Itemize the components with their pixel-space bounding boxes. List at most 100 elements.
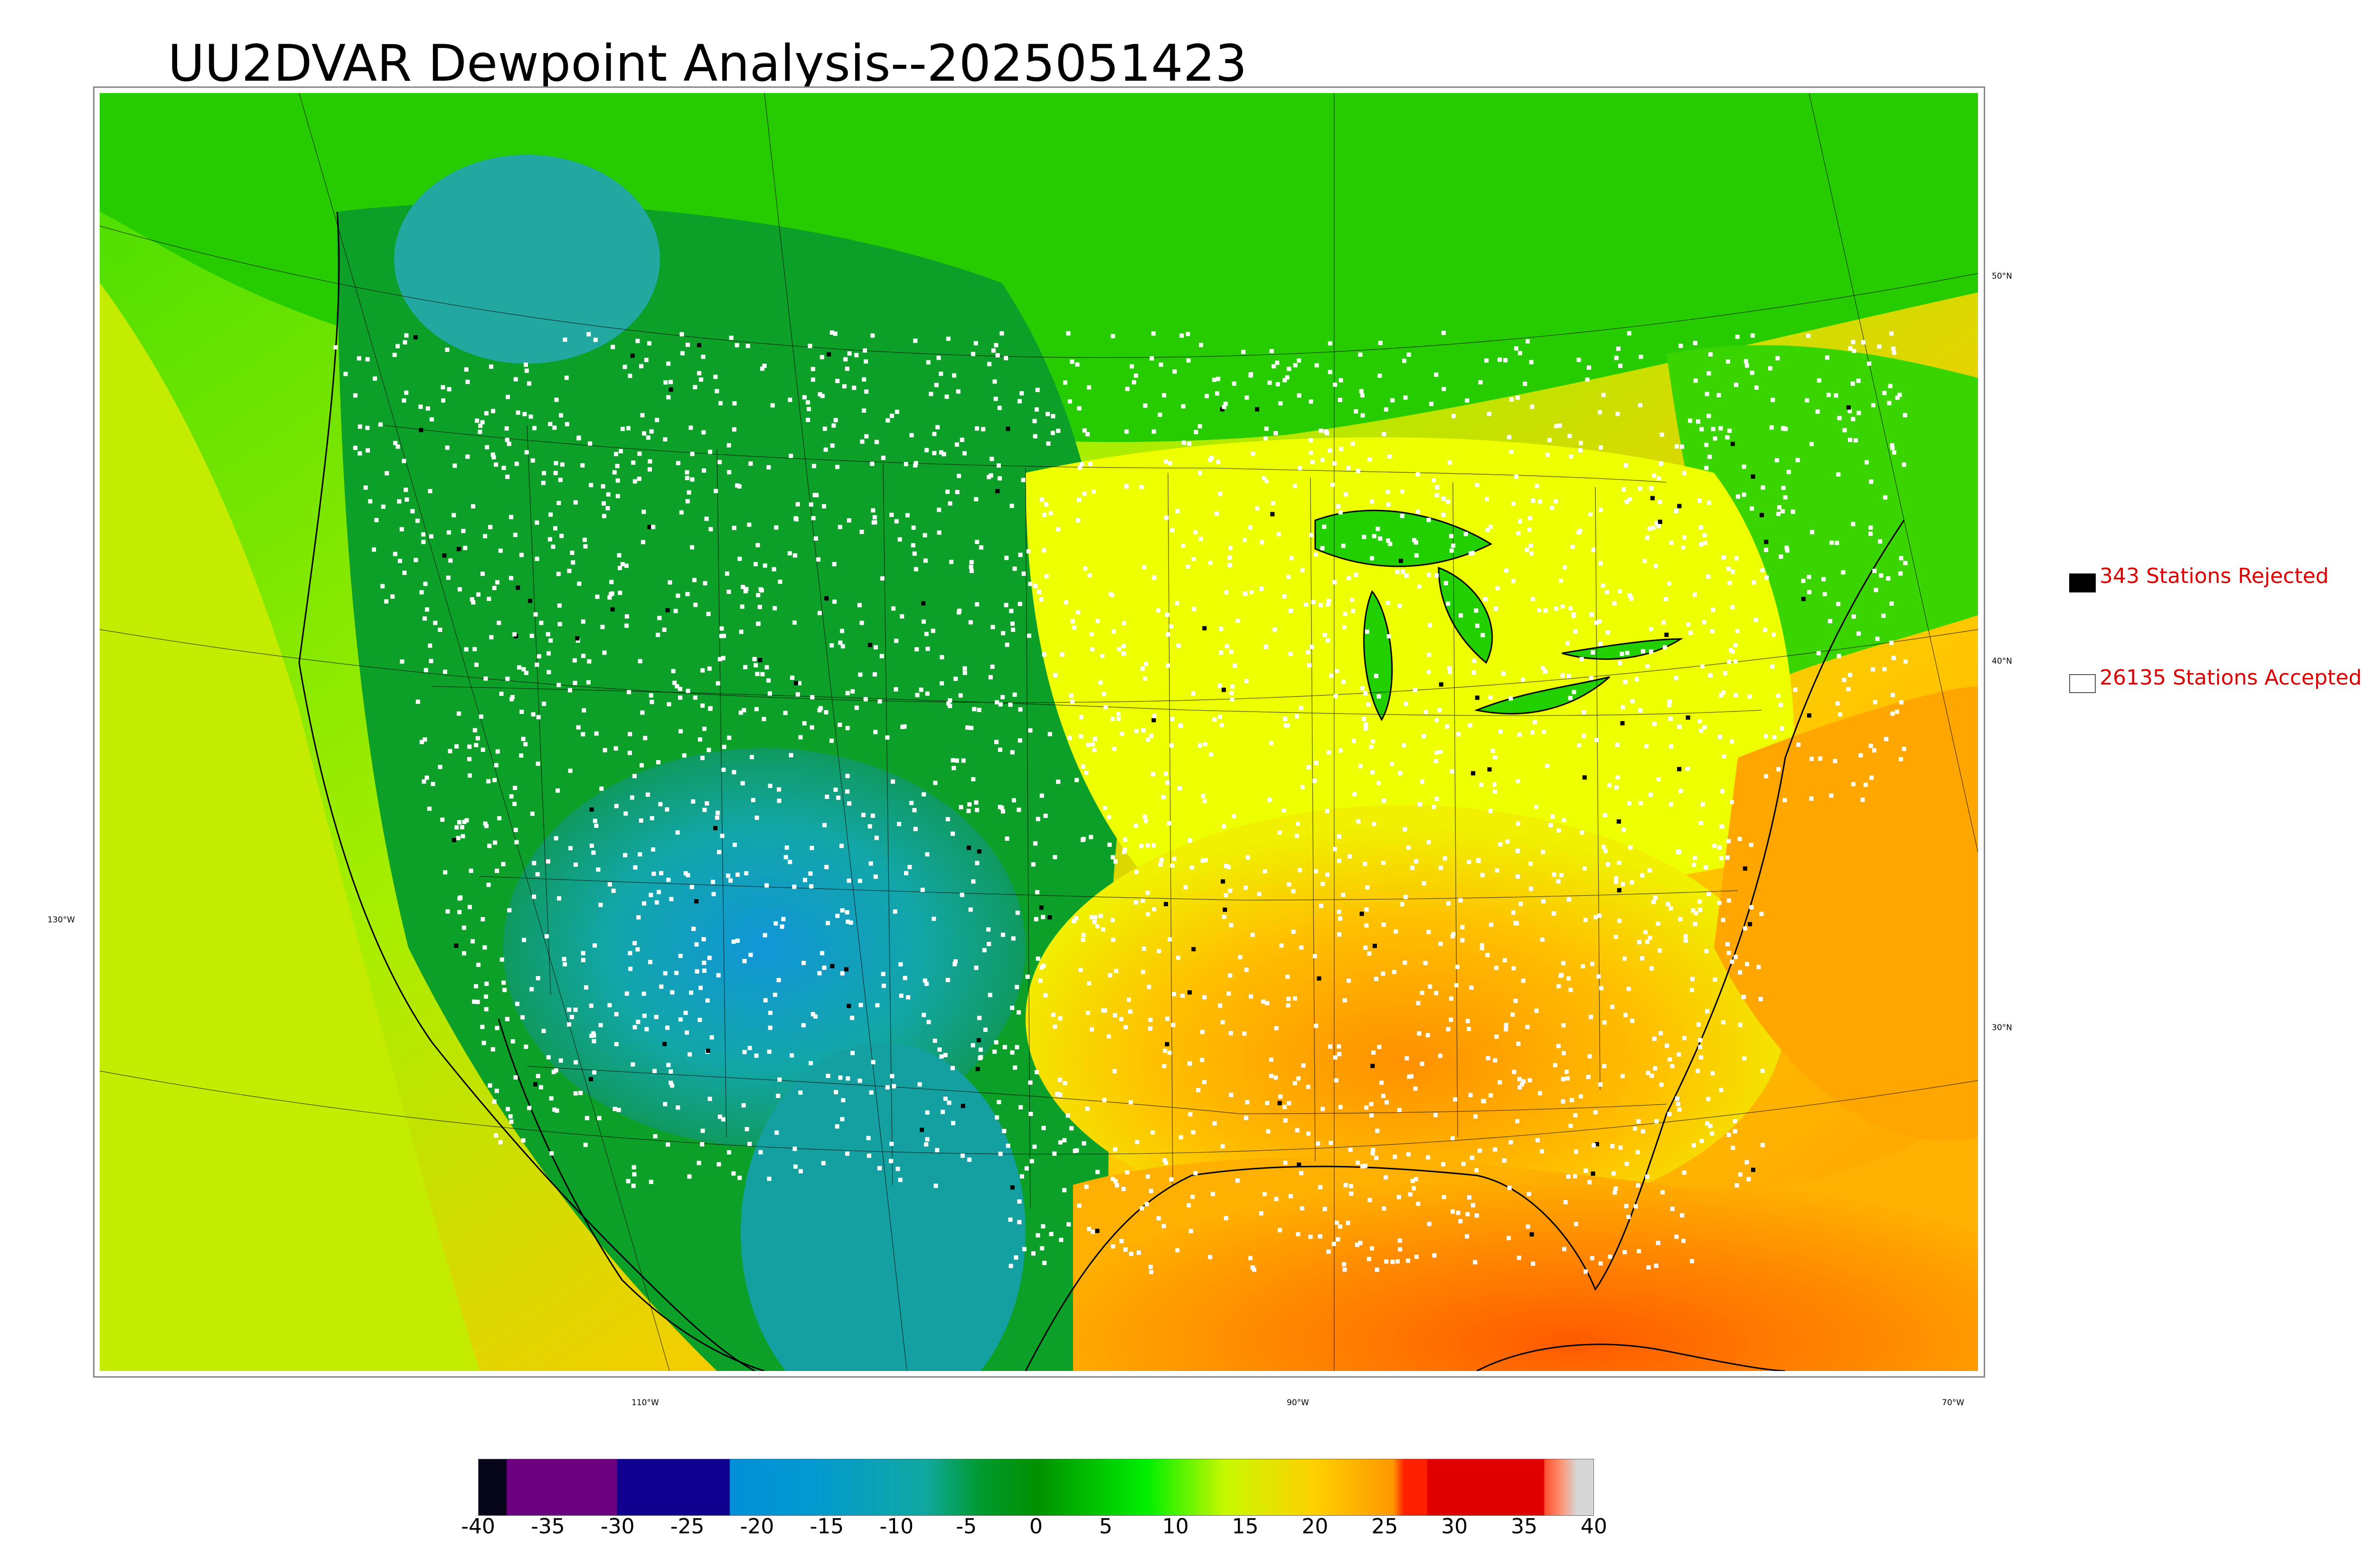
accepted-station-marker xyxy=(1343,611,1347,616)
accepted-station-marker xyxy=(1780,509,1785,514)
accepted-station-marker xyxy=(1079,734,1083,739)
accepted-station-marker xyxy=(1342,625,1347,629)
accepted-station-marker xyxy=(1759,911,1764,916)
accepted-station-marker xyxy=(1642,559,1647,563)
dewpoint-map[interactable] xyxy=(100,93,1978,1371)
accepted-station-marker xyxy=(1719,1088,1724,1092)
accepted-station-marker xyxy=(1582,866,1587,871)
accepted-station-marker xyxy=(535,662,539,667)
accepted-station-marker xyxy=(1087,573,1092,578)
accepted-station-marker xyxy=(1569,454,1573,459)
accepted-station-marker xyxy=(1092,920,1097,924)
accepted-station-marker xyxy=(701,430,706,435)
accepted-station-marker xyxy=(1478,380,1483,385)
accepted-station-marker xyxy=(1165,612,1169,617)
accepted-station-marker xyxy=(1669,540,1674,545)
accepted-station-marker xyxy=(1451,414,1456,418)
accepted-station-marker xyxy=(1684,939,1688,943)
accepted-station-marker xyxy=(1706,371,1711,376)
accepted-station-marker xyxy=(1667,1112,1672,1117)
accepted-station-marker xyxy=(488,525,493,529)
accepted-station-marker xyxy=(462,819,467,824)
accepted-station-marker xyxy=(783,711,788,715)
accepted-station-marker xyxy=(711,880,716,884)
colorbar-tick-label: -30 xyxy=(600,1514,635,1539)
rejected-station-marker xyxy=(1730,441,1735,446)
accepted-station-marker xyxy=(1835,701,1840,706)
accepted-station-marker xyxy=(1278,401,1283,406)
accepted-station-marker xyxy=(1372,822,1376,826)
accepted-station-marker xyxy=(628,732,632,736)
rejected-station-marker xyxy=(1191,947,1196,951)
accepted-station-marker xyxy=(1649,627,1653,631)
accepted-station-marker xyxy=(866,1136,871,1140)
accepted-station-marker xyxy=(468,773,472,778)
accepted-station-marker xyxy=(1426,517,1431,522)
accepted-station-marker xyxy=(536,761,540,766)
accepted-station-marker xyxy=(933,780,938,785)
accepted-station-marker xyxy=(1618,1145,1623,1150)
accepted-station-marker xyxy=(1146,737,1150,742)
accepted-station-marker xyxy=(522,938,527,942)
rejected-station-marker xyxy=(1471,771,1476,776)
accepted-station-marker xyxy=(1226,864,1231,869)
accepted-station-marker xyxy=(527,381,531,386)
accepted-station-marker xyxy=(657,616,662,620)
rejected-station-marker xyxy=(697,343,701,347)
accepted-station-marker xyxy=(1304,602,1309,607)
accepted-station-marker xyxy=(1262,869,1267,873)
accepted-station-marker xyxy=(1403,960,1407,965)
accepted-station-marker xyxy=(832,599,837,604)
accepted-station-marker xyxy=(960,1153,965,1158)
accepted-station-marker xyxy=(686,688,690,693)
accepted-station-marker xyxy=(692,578,697,582)
accepted-station-marker xyxy=(1106,1034,1111,1039)
accepted-station-marker xyxy=(1473,1114,1478,1119)
accepted-station-marker xyxy=(1899,700,1904,704)
accepted-station-marker xyxy=(982,948,987,953)
accepted-station-marker xyxy=(1450,769,1454,774)
accepted-station-marker xyxy=(1641,1129,1646,1134)
accepted-station-marker xyxy=(732,770,736,775)
accepted-station-marker xyxy=(495,868,499,873)
accepted-station-marker xyxy=(358,424,362,429)
accepted-station-marker xyxy=(1273,431,1278,435)
accepted-station-marker xyxy=(1227,555,1232,560)
accepted-station-marker xyxy=(1606,862,1611,867)
accepted-station-marker xyxy=(1645,1174,1649,1179)
accepted-station-marker xyxy=(614,1012,619,1016)
accepted-station-marker xyxy=(810,695,815,700)
accepted-station-marker xyxy=(1128,1009,1132,1014)
accepted-station-marker xyxy=(1518,901,1523,906)
accepted-station-marker xyxy=(1698,1045,1703,1050)
accepted-station-marker xyxy=(1699,728,1704,733)
accepted-station-marker xyxy=(1492,789,1497,794)
accepted-station-marker xyxy=(685,470,689,475)
accepted-station-marker xyxy=(1850,381,1855,386)
accepted-station-marker xyxy=(1219,650,1224,655)
accepted-station-marker xyxy=(1277,830,1282,835)
accepted-station-marker xyxy=(1752,580,1756,585)
accepted-station-marker xyxy=(1233,663,1237,668)
accepted-station-marker xyxy=(1164,1161,1168,1165)
accepted-station-marker xyxy=(593,943,597,948)
accepted-station-marker xyxy=(1574,1221,1578,1226)
accepted-station-marker xyxy=(1478,1148,1482,1153)
accepted-station-marker xyxy=(1039,497,1044,502)
accepted-station-marker xyxy=(1017,399,1022,404)
accepted-station-marker xyxy=(898,962,903,967)
accepted-station-marker xyxy=(822,966,827,970)
accepted-station-marker xyxy=(1559,973,1564,977)
accepted-station-marker xyxy=(1058,1140,1063,1145)
accepted-station-marker xyxy=(974,800,979,805)
accepted-station-marker xyxy=(1733,955,1738,959)
accepted-station-marker xyxy=(1248,525,1253,530)
accepted-station-marker xyxy=(1390,398,1395,403)
accepted-station-marker xyxy=(404,333,409,338)
accepted-station-marker xyxy=(1627,331,1631,336)
accepted-station-marker xyxy=(1738,1023,1743,1027)
accepted-station-marker xyxy=(1601,393,1606,397)
accepted-station-marker xyxy=(1697,719,1702,724)
accepted-station-marker xyxy=(1693,921,1697,926)
accepted-station-marker xyxy=(1164,771,1168,776)
